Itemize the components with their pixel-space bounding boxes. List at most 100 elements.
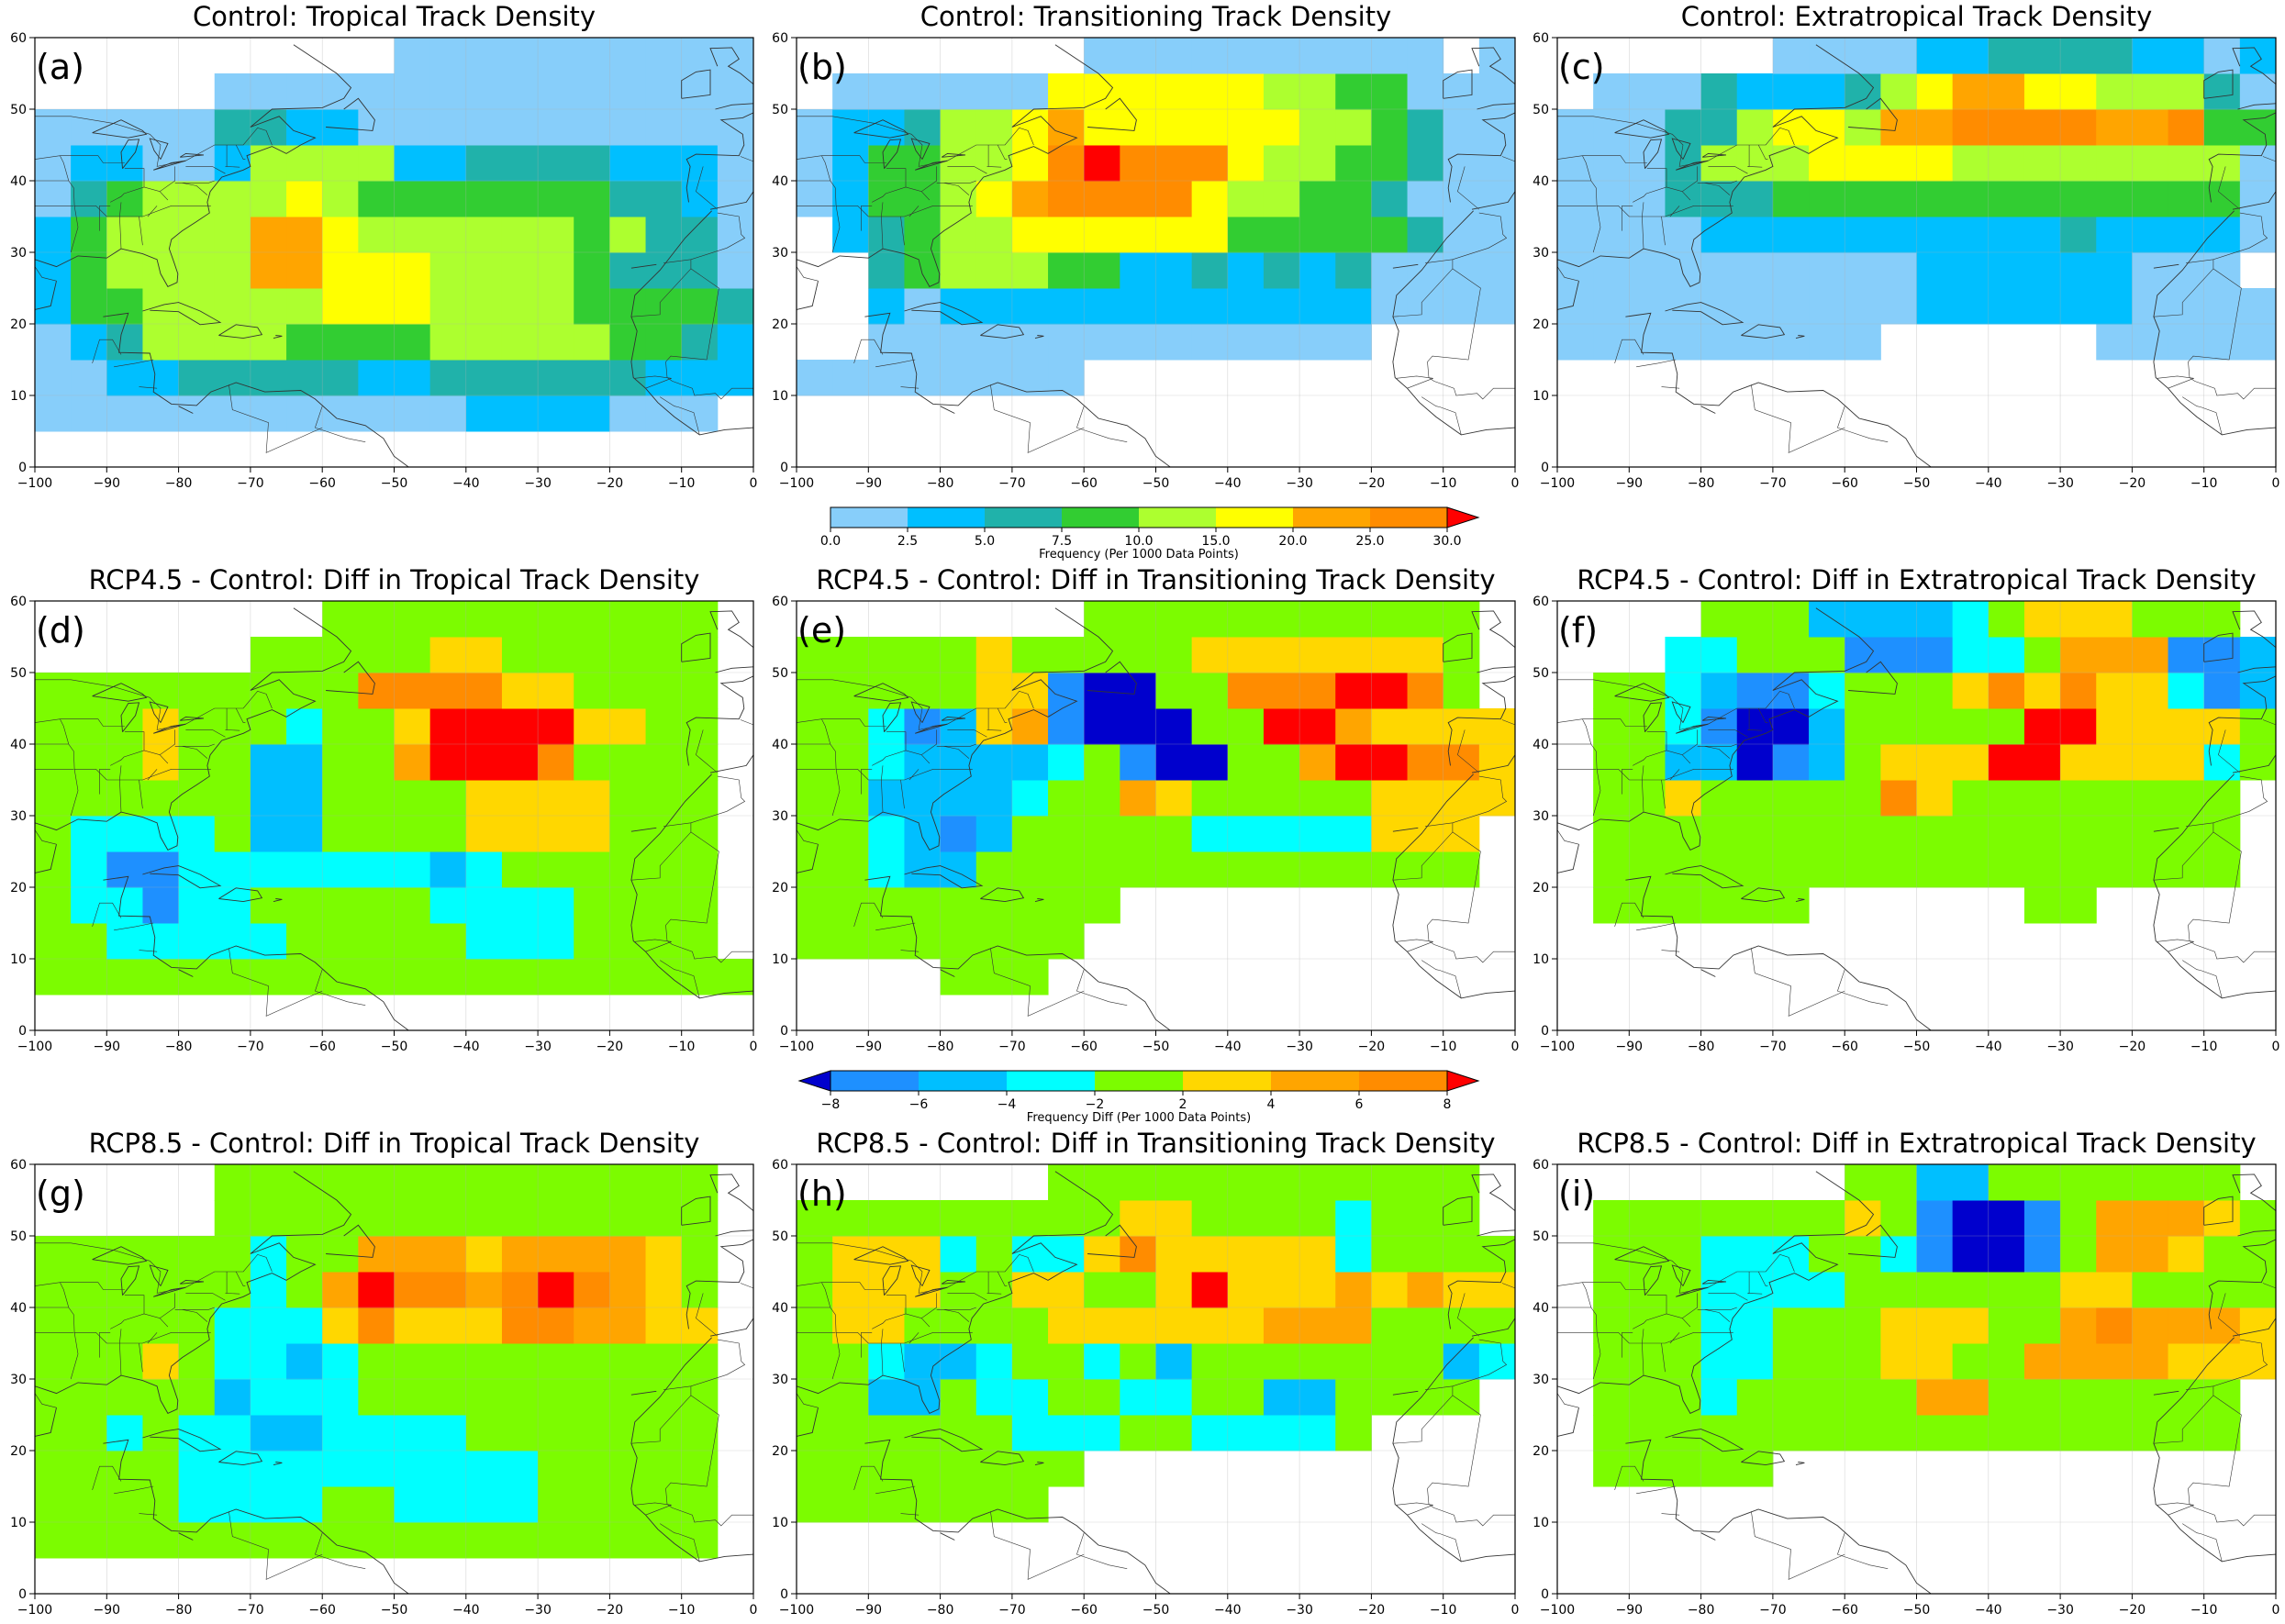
heat-cell [1700, 1415, 1738, 1452]
heat-cell [429, 217, 467, 253]
heat-cell [574, 887, 610, 924]
heat-cell [429, 1307, 467, 1344]
heat-cell [1593, 1379, 1630, 1416]
heat-cell [538, 288, 574, 325]
heat-cell [1736, 708, 1774, 745]
heat-cell [681, 959, 719, 996]
heat-cell [1155, 851, 1193, 888]
heat-cell [1227, 1272, 1265, 1308]
heat-cell [214, 1379, 251, 1416]
heat-cell [1371, 288, 1409, 325]
heat-cell [71, 217, 107, 253]
heat-cell [574, 1415, 610, 1452]
heat-cell [106, 851, 143, 888]
heat-cell [358, 744, 395, 781]
heat-cell [71, 109, 107, 146]
heat-cell [1557, 145, 1594, 182]
heat-cell [71, 145, 107, 182]
heat-cell [429, 923, 467, 960]
heat-cell [2239, 217, 2277, 253]
heat-cell [106, 1343, 143, 1380]
heat-cell [574, 109, 610, 146]
heat-cell [1809, 109, 1845, 146]
heat-cell [35, 673, 72, 709]
heat-cell [250, 395, 287, 432]
heat-cell [35, 1522, 72, 1559]
axes-frame [34, 600, 754, 1031]
heat-cell [1155, 145, 1193, 182]
heat-cell [286, 1343, 323, 1380]
heat-cell [322, 1272, 359, 1308]
y-tick-label: 60 [10, 595, 27, 609]
heat-cell [1845, 252, 1881, 289]
heat-cell [1335, 1307, 1372, 1344]
heat-cell [1629, 1272, 1666, 1308]
heat-cell [214, 780, 251, 817]
heat-cell [1629, 73, 1666, 110]
heat-cell [1665, 73, 1702, 110]
heat-cell [106, 288, 143, 325]
panel-title-b: Control: Transitioning Track Density [920, 1, 1392, 32]
heat-cell [574, 395, 610, 432]
heat-cell [1665, 780, 1702, 817]
heat-cell [1736, 145, 1774, 182]
heat-cell [1191, 601, 1229, 638]
heat-cell [1048, 744, 1085, 781]
heat-cell [940, 145, 977, 182]
heat-cell [975, 217, 1013, 253]
heat-cell [1593, 109, 1630, 146]
panel-label-f: (f) [1558, 610, 1599, 651]
heat-cell [2023, 601, 2061, 638]
heat-cell [645, 73, 683, 110]
heat-cell [214, 360, 251, 396]
heat-cell [2060, 601, 2097, 638]
heat-cell [832, 1379, 869, 1416]
heat-cell [868, 1451, 905, 1487]
x-tick-label: 0 [2272, 1603, 2280, 1618]
heat-cell [322, 73, 359, 110]
heat-cell [1084, 1236, 1120, 1273]
heat-cell [1048, 1343, 1085, 1380]
heat-cell [717, 73, 754, 110]
heat-cell [574, 1272, 610, 1308]
heat-cell [1916, 1200, 1954, 1237]
heat-cell [681, 1236, 719, 1273]
heat-cell [1011, 217, 1049, 253]
colorbar-extend-max [1446, 506, 1480, 528]
heat-cell [681, 1307, 719, 1344]
heat-cell [322, 744, 359, 781]
heat-cell [1011, 637, 1049, 673]
heat-cell [1084, 744, 1120, 781]
heat-cell [538, 1415, 574, 1452]
colorbar-segment [1370, 507, 1448, 528]
heat-cell [1299, 744, 1336, 781]
heat-cell [35, 1486, 72, 1523]
heat-cell [904, 1343, 942, 1380]
heat-cell [2096, 708, 2133, 745]
x-tick-label: −20 [596, 1040, 624, 1054]
heat-cell [142, 360, 180, 396]
heat-cell [142, 109, 180, 146]
heat-cell [286, 1164, 323, 1201]
heat-cell [1263, 252, 1300, 289]
x-tick-label: −10 [2190, 476, 2218, 491]
heat-cell [975, 959, 1013, 996]
heat-cell [178, 1415, 216, 1452]
heat-cell [2203, 109, 2241, 146]
heat-cell [429, 780, 467, 817]
heat-cell [1988, 109, 2025, 146]
heat-cell [940, 1307, 977, 1344]
heat-cell [1011, 708, 1049, 745]
heat-cell [1916, 673, 1954, 709]
heat-cell [322, 395, 359, 432]
heat-cell [1700, 1451, 1738, 1487]
heat-cell [940, 923, 977, 960]
heat-cell [1665, 673, 1702, 709]
heat-cell [2096, 73, 2133, 110]
heat-cell [1845, 708, 1881, 745]
heat-cell [1443, 1343, 1480, 1380]
heat-cell [250, 1379, 287, 1416]
heat-cell [1120, 851, 1156, 888]
heat-cell [1845, 601, 1881, 638]
heat-cell [394, 1200, 431, 1237]
